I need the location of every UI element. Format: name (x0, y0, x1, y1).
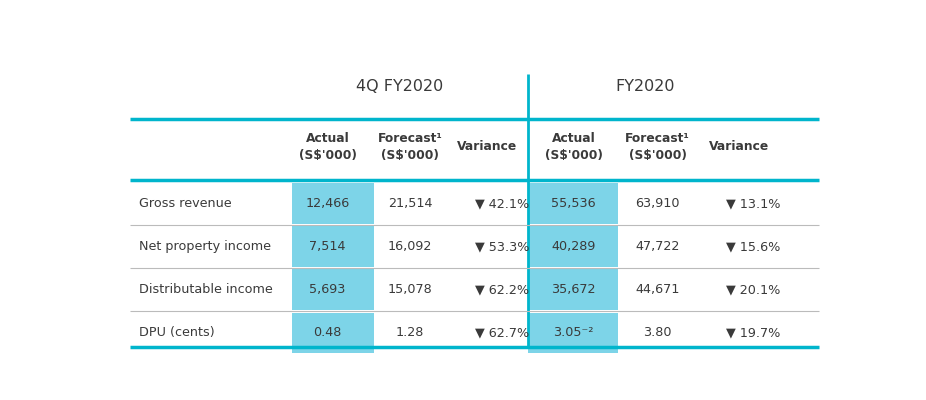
Text: DPU (cents): DPU (cents) (139, 326, 214, 339)
Text: ▼ 42.1%: ▼ 42.1% (475, 197, 529, 210)
Text: Forecast¹
(S$'000): Forecast¹ (S$'000) (625, 132, 690, 162)
Text: 0.48: 0.48 (313, 326, 342, 339)
Bar (529, 226, 619, 267)
Text: ▼ 20.1%: ▼ 20.1% (726, 283, 780, 296)
Text: 12,466: 12,466 (306, 197, 350, 210)
Text: 4Q FY2020: 4Q FY2020 (356, 79, 443, 94)
Text: ▼ 62.7%: ▼ 62.7% (475, 326, 529, 339)
Text: Variance: Variance (708, 140, 769, 153)
Text: Net property income: Net property income (139, 240, 270, 253)
Text: 16,092: 16,092 (388, 240, 432, 253)
Bar (529, 183, 619, 224)
Text: 15,078: 15,078 (388, 283, 432, 296)
Text: 3.80: 3.80 (644, 326, 672, 339)
Text: Forecast¹
(S$'000): Forecast¹ (S$'000) (378, 132, 443, 162)
Bar (292, 270, 374, 310)
Bar (292, 226, 374, 267)
Text: 3.05⁻²: 3.05⁻² (554, 326, 594, 339)
Text: Distributable income: Distributable income (139, 283, 272, 296)
Text: 5,693: 5,693 (309, 283, 345, 296)
Text: ▼ 13.1%: ▼ 13.1% (726, 197, 781, 210)
Text: FY2020: FY2020 (616, 79, 675, 94)
Bar (292, 183, 374, 224)
Text: 21,514: 21,514 (388, 197, 432, 210)
Bar (292, 312, 374, 353)
Text: Actual
(S$'000): Actual (S$'000) (298, 132, 357, 162)
Text: 35,672: 35,672 (551, 283, 595, 296)
Bar (529, 270, 619, 310)
Text: ▼ 19.7%: ▼ 19.7% (726, 326, 780, 339)
Text: ▼ 62.2%: ▼ 62.2% (475, 283, 529, 296)
Text: 44,671: 44,671 (635, 283, 680, 296)
Text: 1.28: 1.28 (395, 326, 424, 339)
Text: ▼ 15.6%: ▼ 15.6% (726, 240, 780, 253)
Text: 55,536: 55,536 (551, 197, 596, 210)
Text: Actual
(S$'000): Actual (S$'000) (544, 132, 603, 162)
Text: 47,722: 47,722 (635, 240, 680, 253)
Text: 40,289: 40,289 (551, 240, 595, 253)
Text: Gross revenue: Gross revenue (139, 197, 232, 210)
Bar (529, 312, 619, 353)
Text: 63,910: 63,910 (635, 197, 680, 210)
Text: ▼ 53.3%: ▼ 53.3% (475, 240, 529, 253)
Text: Variance: Variance (457, 140, 518, 153)
Text: 7,514: 7,514 (309, 240, 345, 253)
